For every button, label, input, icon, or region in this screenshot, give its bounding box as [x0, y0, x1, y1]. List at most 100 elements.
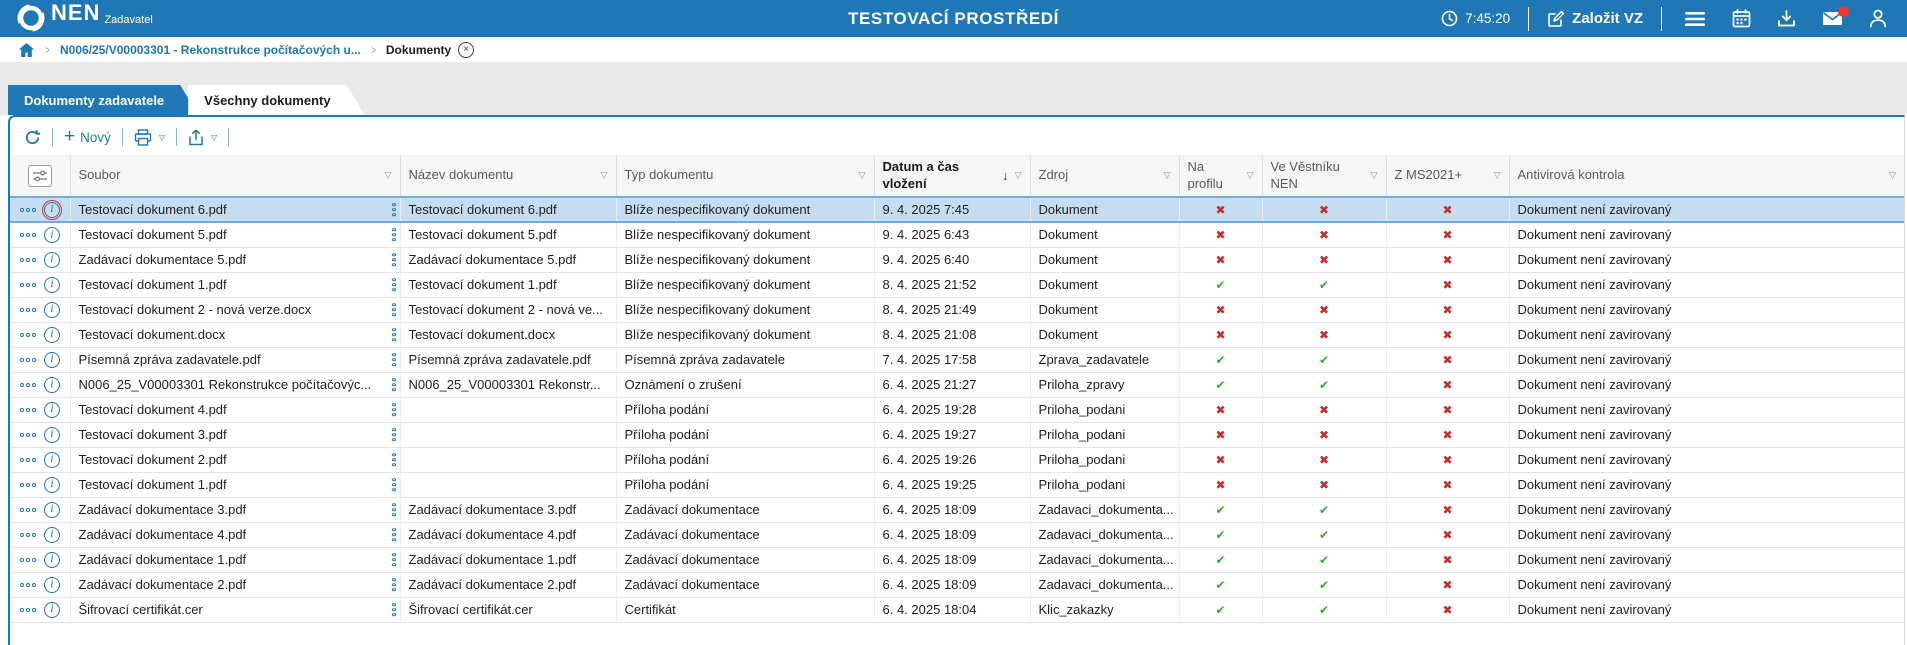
row-info-icon[interactable]: i	[44, 451, 60, 468]
table-row[interactable]: i Testovací dokument 1.pdf Příloha podání 6…	[10, 472, 1904, 498]
tab-dokumenty-zadavatele[interactable]: Dokumenty zadavatele	[8, 85, 198, 115]
row-info-icon[interactable]: i	[44, 476, 60, 493]
table-row[interactable]: i Zadávací dokumentace 2.pdf Zadávací doku…	[10, 572, 1904, 598]
table-row[interactable]: i Testovací dokument 2 - nová verze.docx T…	[10, 297, 1904, 323]
drag-handle-icon[interactable]	[392, 552, 396, 567]
row-menu-icon[interactable]	[20, 307, 36, 312]
table-row[interactable]: i Zadávací dokumentace 4.pdf Zadávací doku…	[10, 522, 1904, 548]
column-header-bulletin[interactable]: Ve Věstníku NEN ▽	[1262, 155, 1387, 198]
drag-handle-icon[interactable]	[392, 452, 396, 467]
table-row[interactable]: i Zadávací dokumentace 1.pdf Zadávací doku…	[10, 547, 1904, 573]
row-menu-icon[interactable]	[20, 207, 36, 212]
row-info-icon[interactable]: i	[44, 526, 60, 543]
row-menu-icon[interactable]	[20, 382, 36, 387]
filter-icon[interactable]: ▽	[1163, 170, 1171, 180]
row-menu-icon[interactable]	[20, 332, 36, 337]
table-row[interactable]: i N006_25_V00003301 Rekonstrukce počítačo…	[10, 372, 1904, 398]
drag-handle-icon[interactable]	[392, 602, 396, 617]
filter-icon[interactable]: ▽	[600, 170, 608, 180]
row-info-icon[interactable]: i	[44, 376, 60, 393]
row-menu-icon[interactable]	[20, 607, 36, 612]
column-header-ms[interactable]: Z MS2021+ ▽	[1386, 155, 1510, 198]
drag-handle-icon[interactable]	[392, 202, 396, 217]
drag-handle-icon[interactable]	[392, 477, 396, 492]
table-row[interactable]: i Zadávací dokumentace 3.pdf Zadávací doku…	[10, 497, 1904, 523]
nen-logo[interactable]: NEN Zadavatel	[15, 0, 153, 38]
drag-handle-icon[interactable]	[392, 352, 396, 367]
row-info-icon[interactable]: i	[44, 401, 60, 418]
print-button[interactable]: ▽	[134, 128, 165, 146]
breadcrumb-link-procurement[interactable]: N006/25/V00003301 - Rekonstrukce počítač…	[60, 42, 361, 57]
column-header-type[interactable]: Typ dokumentu ▽	[616, 155, 875, 198]
row-info-icon[interactable]: i	[44, 551, 60, 568]
close-page-icon[interactable]: ×	[458, 41, 475, 58]
row-menu-icon[interactable]	[20, 232, 36, 237]
row-info-icon[interactable]: i	[44, 226, 60, 243]
row-menu-icon[interactable]	[20, 507, 36, 512]
row-menu-icon[interactable]	[20, 457, 36, 462]
row-info-icon[interactable]: i	[44, 351, 60, 368]
home-icon[interactable]	[18, 42, 35, 58]
row-info-icon[interactable]: i	[44, 326, 60, 343]
row-menu-icon[interactable]	[20, 482, 36, 487]
drag-handle-icon[interactable]	[392, 302, 396, 317]
row-menu-icon[interactable]	[20, 432, 36, 437]
export-button[interactable]: ▽	[188, 128, 217, 146]
drag-handle-icon[interactable]	[392, 277, 396, 292]
filter-icon[interactable]: ▽	[1014, 170, 1022, 180]
row-info-icon[interactable]: i	[44, 251, 60, 268]
row-menu-icon[interactable]	[20, 282, 36, 287]
table-row[interactable]: i Testovací dokument.docx Testovací dokume…	[10, 322, 1904, 348]
filter-icon[interactable]: ▽	[858, 170, 866, 180]
table-row[interactable]: i Testovací dokument 1.pdf Testovací dokum…	[10, 272, 1904, 298]
drag-handle-icon[interactable]	[392, 377, 396, 392]
drag-handle-icon[interactable]	[392, 228, 396, 242]
column-header-av[interactable]: Antivirová kontrola ▽	[1509, 155, 1904, 198]
row-info-icon[interactable]: i	[44, 276, 60, 293]
table-row[interactable]: i Zadávací dokumentace 5.pdf Zadávací doku…	[10, 247, 1904, 273]
mail-icon[interactable]	[1822, 6, 1849, 26]
column-header-date[interactable]: Datum a čas vložení ↓ ▽	[874, 155, 1031, 198]
calendar-icon[interactable]	[1732, 9, 1751, 28]
drag-handle-icon[interactable]	[392, 527, 396, 542]
drag-handle-icon[interactable]	[392, 252, 396, 267]
filter-icon[interactable]: ▽	[1889, 170, 1896, 180]
table-row[interactable]: i Testovací dokument 5.pdf Testovací dokum…	[10, 222, 1904, 248]
column-header-name[interactable]: Název dokumentu ▽	[400, 155, 617, 198]
row-info-icon[interactable]: i	[44, 576, 60, 593]
table-row[interactable]: i Testovací dokument 2.pdf Příloha podání 6…	[10, 447, 1904, 473]
filter-icon[interactable]: ▽	[1493, 170, 1501, 180]
row-menu-icon[interactable]	[20, 582, 36, 587]
new-document-button[interactable]: + Nový	[64, 127, 111, 146]
column-header-profile[interactable]: Na profilu ▽	[1179, 155, 1263, 198]
tab-vsechny-dokumenty[interactable]: Všechny dokumenty	[188, 85, 364, 115]
drag-handle-icon[interactable]	[392, 502, 396, 517]
column-header-file[interactable]: Soubor ▽	[70, 155, 401, 198]
table-row[interactable]: i Testovací dokument 3.pdf Příloha podání 6…	[10, 422, 1904, 448]
table-row[interactable]: i Písemná zpráva zadavatele.pdf Písemná zp…	[10, 347, 1904, 373]
filter-icon[interactable]: ▽	[1246, 170, 1254, 180]
drag-handle-icon[interactable]	[392, 577, 396, 592]
column-header-source[interactable]: Zdroj ▽	[1030, 155, 1180, 198]
drag-handle-icon[interactable]	[392, 402, 396, 417]
row-info-icon[interactable]: i	[44, 301, 60, 318]
row-info-icon[interactable]: i	[44, 426, 60, 443]
column-settings-header[interactable]	[10, 155, 71, 198]
table-row[interactable]: i Testovací dokument 6.pdf Testovací dokum…	[10, 196, 1904, 223]
row-menu-icon[interactable]	[20, 407, 36, 412]
refresh-button[interactable]	[24, 129, 41, 146]
table-row[interactable]: i Testovací dokument 4.pdf Příloha podání 6…	[10, 397, 1904, 423]
filter-icon[interactable]: ▽	[1370, 170, 1378, 180]
row-menu-icon[interactable]	[20, 557, 36, 562]
row-info-icon[interactable]: i	[44, 601, 60, 618]
table-row[interactable]: i Šifrovací certifikát.cer Šifrovací certi…	[10, 597, 1904, 623]
drag-handle-icon[interactable]	[392, 427, 396, 442]
download-icon[interactable]	[1777, 9, 1796, 28]
row-info-icon[interactable]: i	[44, 501, 60, 518]
row-menu-icon[interactable]	[20, 532, 36, 537]
row-menu-icon[interactable]	[20, 357, 36, 362]
menu-icon[interactable]	[1684, 11, 1706, 27]
filter-icon[interactable]: ▽	[384, 170, 392, 180]
create-vz-button[interactable]: Založit VZ	[1547, 10, 1643, 28]
row-info-icon[interactable]: i	[42, 199, 62, 220]
